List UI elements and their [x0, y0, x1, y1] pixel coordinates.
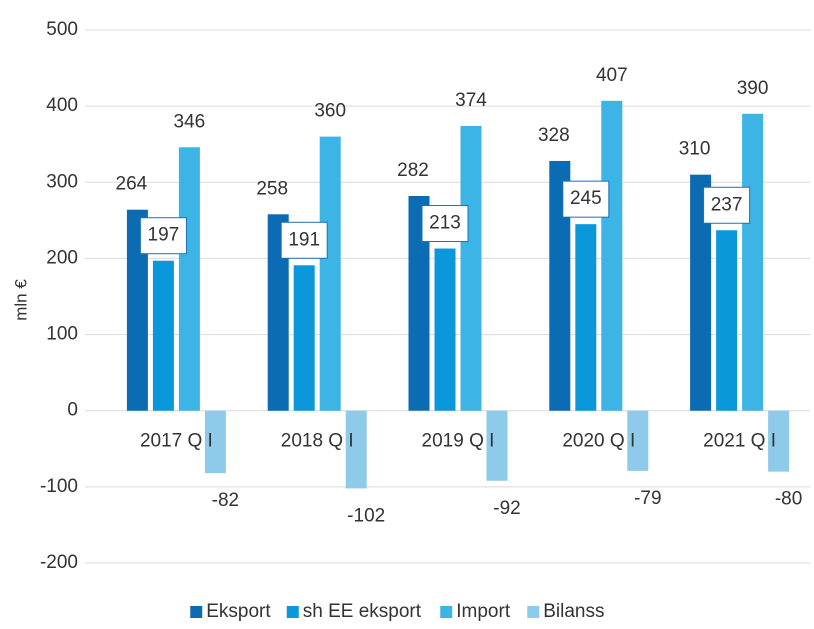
- data-label: 282: [397, 160, 429, 181]
- data-label: 213: [429, 213, 461, 234]
- bar: [716, 230, 738, 411]
- y-tick-label: -100: [40, 476, 78, 497]
- legend-swatch: [440, 606, 453, 618]
- bar: [204, 410, 226, 474]
- bar: [768, 410, 790, 472]
- legend-swatch: [286, 606, 299, 618]
- x-tick-label: 2020 Q I: [562, 431, 635, 452]
- x-tick-label: 2021 Q I: [703, 431, 776, 452]
- x-tick-label: 2017 Q I: [140, 431, 213, 452]
- y-tick-label: -200: [40, 552, 78, 573]
- data-label: 346: [174, 111, 206, 132]
- bar: [575, 224, 597, 411]
- legend-label: Bilanss: [543, 601, 604, 622]
- data-label: 374: [455, 90, 487, 111]
- bar: [293, 265, 315, 411]
- bar: [742, 113, 764, 411]
- y-tick-label: 400: [46, 95, 78, 116]
- x-tick-label: 2018 Q I: [281, 431, 354, 452]
- data-label: 197: [148, 225, 180, 246]
- y-tick-label: 500: [46, 19, 78, 40]
- legend-label: Import: [456, 601, 511, 622]
- data-label: 245: [570, 188, 602, 209]
- y-tick-label: 100: [46, 324, 78, 345]
- data-label: 258: [256, 178, 288, 199]
- legend-swatch: [527, 606, 540, 618]
- bar: [486, 410, 508, 481]
- data-label: 264: [116, 174, 148, 195]
- x-tick-label: 2019 Q I: [422, 431, 495, 452]
- data-label: -92: [493, 498, 520, 519]
- bar: [549, 160, 571, 411]
- data-label-box: [703, 186, 751, 224]
- data-label-box: [562, 180, 610, 218]
- data-label: -80: [775, 489, 802, 510]
- data-label-box: [421, 205, 469, 243]
- bar: [267, 214, 289, 411]
- data-label: 310: [679, 139, 711, 160]
- bar: [319, 136, 341, 411]
- data-label: -102: [347, 505, 385, 526]
- data-label: 360: [314, 101, 346, 122]
- legend-label: sh EE eksport: [303, 601, 422, 622]
- data-label: 191: [288, 229, 320, 250]
- data-label: 390: [737, 78, 769, 99]
- y-axis-title: mln €: [11, 279, 30, 321]
- bar: [178, 147, 200, 411]
- legend-swatch: [190, 606, 203, 618]
- bar: [408, 195, 430, 411]
- bar: [601, 100, 623, 411]
- data-label: -82: [212, 490, 239, 511]
- legend-label: Eksport: [206, 601, 271, 622]
- bar: [690, 174, 712, 411]
- data-label-box: [139, 217, 187, 255]
- bar: [460, 125, 482, 411]
- y-tick-label: 200: [46, 247, 78, 268]
- bar: [434, 248, 456, 411]
- bar: [627, 410, 649, 471]
- data-label: 407: [596, 65, 628, 86]
- y-tick-label: 0: [67, 400, 78, 421]
- data-label: 237: [711, 194, 743, 215]
- data-label: -79: [634, 488, 661, 509]
- y-tick-label: 300: [46, 171, 78, 192]
- bar: [345, 410, 367, 489]
- data-label-box: [280, 221, 328, 259]
- bar: [152, 260, 174, 411]
- data-label: 328: [538, 125, 570, 146]
- bar: [126, 209, 148, 411]
